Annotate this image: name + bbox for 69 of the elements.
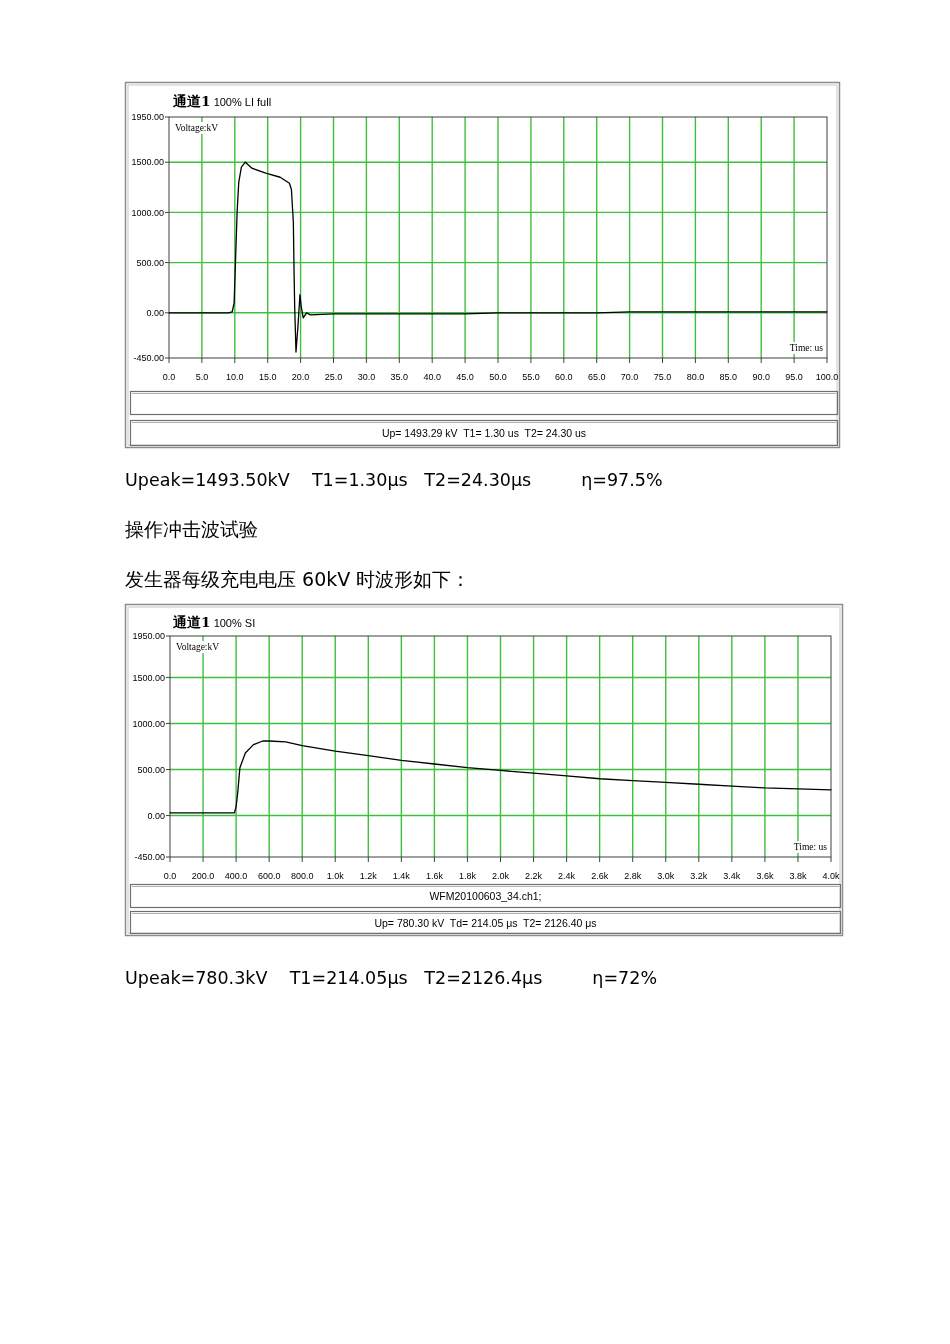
x-tick-label: 70.0: [620, 372, 639, 382]
x-tick-label: 50.0: [489, 372, 507, 382]
x-tick-label: 30.0: [357, 372, 376, 382]
x-tick-label: 4.0k: [822, 871, 840, 881]
x-tick-label: 55.0: [522, 372, 540, 382]
y-tick-label: 1000.00: [132, 718, 165, 729]
y-tick-label: -450.00: [134, 852, 165, 863]
x-tick-label: 400.0: [224, 871, 248, 881]
x-tick-label: 10.0: [226, 372, 244, 382]
x-tick-label: 3.4k: [723, 871, 741, 881]
x-tick-label: 25.0: [324, 372, 343, 382]
x-tick-label: 600.0: [257, 871, 281, 881]
x-tick-label: 3.6k: [756, 871, 774, 881]
x-tick-label: 2.8k: [624, 871, 642, 881]
y-tick-label: 1950.00: [132, 631, 165, 642]
x-tick-label: 200.0: [191, 871, 215, 881]
x-tick-label: 0.0: [162, 372, 176, 382]
x-axis-title: Time: us: [793, 842, 828, 852]
x-tick-label: 100.0: [815, 372, 839, 382]
y-tick-label: -450.00: [133, 353, 164, 364]
y-tick-label: 1000.00: [131, 207, 164, 218]
x-tick-label: 3.8k: [789, 871, 807, 881]
line-series: [168, 161, 828, 353]
text: 操作冲击波试验: [125, 518, 258, 540]
text: 发生器每级充电电压 60kV 时波形如下：: [125, 568, 471, 590]
x-tick-label: 60.0: [555, 372, 573, 382]
text: Up= 780.30 kV Td= 214.05 μs T2= 2126.40 μs: [374, 916, 597, 929]
x-tick-label: 1.6k: [425, 871, 444, 881]
x-tick-label: 45.0: [456, 372, 474, 382]
x-tick-label: 2.4k: [558, 871, 576, 881]
text: WFM20100603_34.ch1;: [429, 890, 542, 902]
x-tick-label: 1.4k: [392, 871, 411, 881]
y-tick-label: 1500.00: [132, 672, 165, 683]
line-series: [169, 740, 832, 814]
x-tick-label: 20.0: [291, 372, 310, 382]
x-tick-label: 3.0k: [657, 871, 675, 881]
x-tick-label: 1.0k: [326, 871, 345, 881]
x-tick-label: 85.0: [719, 372, 738, 382]
y-axis-title: Voltage:kV: [175, 123, 219, 133]
y-tick-label: 0.00: [147, 810, 165, 821]
x-tick-label: 95.0: [785, 372, 803, 382]
text: Upeak=780.3kV T1=214.05μs T2=2126.4μs η=72%: [125, 968, 658, 988]
chart-title: 通道1 100% SI: [172, 614, 256, 630]
text: Up= 1493.29 kV T1= 1.30 us T2= 24.30 us: [381, 427, 587, 439]
x-tick-label: 1.8k: [458, 871, 477, 881]
y-tick-label: 500.00: [136, 257, 164, 268]
x-tick-label: 80.0: [686, 372, 705, 382]
y-tick-label: 500.00: [137, 764, 165, 775]
x-tick-label: 3.2k: [690, 871, 708, 881]
chart-title: 通道1 100% LI full: [172, 93, 272, 109]
y-tick-label: 1500.00: [131, 157, 164, 168]
y-axis-title: Voltage:kV: [176, 642, 220, 652]
x-axis-title: Time: us: [789, 343, 824, 353]
x-tick-label: 2.2k: [525, 871, 543, 881]
x-tick-label: 5.0: [195, 372, 209, 382]
x-tick-label: 2.0k: [491, 871, 510, 881]
x-tick-label: 75.0: [653, 372, 672, 382]
x-tick-label: 2.6k: [591, 871, 609, 881]
x-tick-label: 65.0: [587, 372, 606, 382]
y-tick-label: 1950.00: [131, 112, 164, 123]
x-tick-label: 0.0: [163, 871, 177, 881]
x-tick-label: 35.0: [390, 372, 409, 382]
x-tick-label: 1.2k: [359, 871, 378, 881]
x-tick-label: 40.0: [423, 372, 441, 382]
y-tick-label: 0.00: [146, 308, 164, 319]
x-tick-label: 800.0: [290, 871, 314, 881]
x-tick-label: 90.0: [752, 372, 770, 382]
text: Upeak=1493.50kV T1=1.30μs T2=24.30μs η=97.5%: [125, 470, 663, 490]
x-tick-label: 15.0: [258, 372, 277, 382]
